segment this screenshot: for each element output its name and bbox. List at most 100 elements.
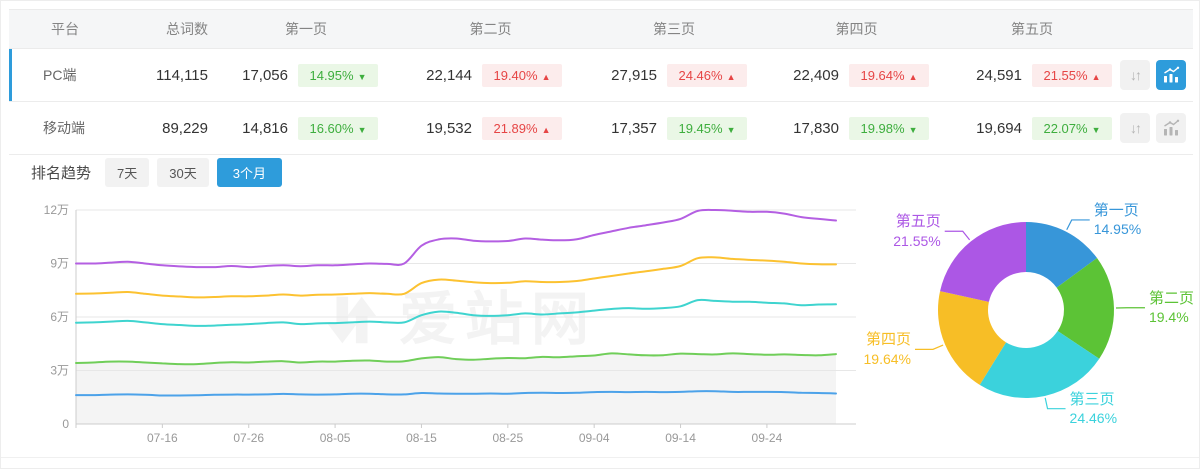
y-axis-label: 12万 <box>44 203 69 217</box>
table-row-mobile[interactable]: 移动端 89,229 14,816 16.60% 19,532 21.89% 1… <box>9 102 1193 155</box>
tab-3-months[interactable]: 3个月 <box>216 157 282 187</box>
donut-label-percent: 19.4% <box>1148 309 1189 326</box>
y-axis-label: 9万 <box>50 257 69 271</box>
change-percent: 16.60% <box>309 120 354 136</box>
col-header-page-2: 第二页 <box>469 21 512 37</box>
change-percent: 19.45% <box>678 120 723 136</box>
change-percent: 24.46% <box>678 67 723 83</box>
change-badge: 19.40% <box>482 63 562 87</box>
donut-slice-3[interactable] <box>979 331 1100 398</box>
label-leader-line <box>944 230 971 241</box>
page-3-cell: 27,915 24.46% <box>583 63 765 87</box>
page-5-cell: 24,591 21.55% <box>948 63 1116 87</box>
series-line-purple[interactable] <box>75 208 837 269</box>
trend-arrow-icon <box>1092 72 1101 82</box>
trend-arrow-icon <box>1092 125 1101 135</box>
series-line-blue[interactable] <box>75 390 837 397</box>
change-percent: 19.40% <box>493 67 538 83</box>
sort-button[interactable]: ↓↑ <box>1120 60 1150 90</box>
change-badge: 19.45% <box>667 116 747 140</box>
page-1-cell: 14,816 16.60% <box>214 116 398 140</box>
x-axis-label: 07-16 <box>147 431 178 445</box>
trend-arrow-icon <box>358 125 367 135</box>
donut-label-percent: 19.64% <box>863 351 911 367</box>
bottom-divider <box>1 457 1199 458</box>
change-badge: 22.07% <box>1032 116 1112 140</box>
x-axis-label: 09-04 <box>579 431 610 445</box>
area-fill <box>76 353 836 424</box>
series-line-yellow[interactable] <box>75 256 837 299</box>
sort-button[interactable]: ↓↑ <box>1120 113 1150 143</box>
change-percent: 19.64% <box>860 67 905 83</box>
platform-label: 移动端 <box>43 120 85 136</box>
page-count: 24,591 <box>976 66 1022 84</box>
donut-chart-canvas[interactable] <box>854 184 1199 432</box>
x-axis-label: 08-15 <box>406 431 437 445</box>
row-actions: ↓↑ <box>1116 113 1193 143</box>
donut-label-text: 第二页 <box>1148 289 1194 307</box>
page-count: 27,915 <box>611 66 657 84</box>
change-percent: 14.95% <box>309 67 354 83</box>
platform-label: PC端 <box>43 67 77 83</box>
line-chart-canvas[interactable]: 0 3万 6万 9万 12万 07-16 07-26 08-05 08-15 08-25 09-04… <box>31 194 861 452</box>
trend-line-chart[interactable]: 爱站网 0 3万 6万 9万 12万 07-16 07-26 08-05 08-15 08-25 0… <box>31 194 861 452</box>
y-axis-label: 3万 <box>50 364 69 378</box>
trend-chart-button[interactable] <box>1156 60 1186 90</box>
page-1-cell: 17,056 14.95% <box>214 63 398 87</box>
donut-slice-5[interactable] <box>940 222 1026 302</box>
x-axis-label: 07-26 <box>233 431 264 445</box>
trend-toolbar: 排名趋势 7天 30天 3个月 <box>31 157 290 187</box>
change-badge: 24.46% <box>667 63 747 87</box>
series-line-cyan[interactable] <box>75 298 837 327</box>
change-percent: 21.55% <box>1043 67 1088 83</box>
page-count: 22,144 <box>426 66 472 84</box>
change-badge: 21.55% <box>1032 63 1112 87</box>
donut-slice-1[interactable] <box>1026 222 1098 288</box>
sort-arrows-icon: ↓↑ <box>1130 120 1142 136</box>
tab-30-days[interactable]: 30天 <box>157 157 209 187</box>
sort-arrows-icon: ↓↑ <box>1130 67 1142 83</box>
donut-label-percent: 21.55% <box>893 232 941 249</box>
label-leader-line <box>1066 219 1090 231</box>
y-axis-label: 6万 <box>50 310 69 324</box>
series-line-green[interactable] <box>75 352 837 366</box>
change-percent: 21.89% <box>493 120 538 136</box>
change-badge: 14.95% <box>298 63 378 87</box>
donut-label-text: 第四页 <box>865 331 911 349</box>
donut-label-percent: 24.46% <box>1069 410 1118 427</box>
total-words-value: 114,115 <box>156 66 208 84</box>
page-count: 17,830 <box>793 119 839 137</box>
donut-slice-4[interactable] <box>938 291 1007 385</box>
table-header-row: 平台 总词数 第一页 第二页 第三页 第四页 第五页 <box>9 9 1193 49</box>
x-axis-label: 08-25 <box>492 431 523 445</box>
tab-7-days[interactable]: 7天 <box>105 157 150 187</box>
x-axis-label: 09-14 <box>665 431 696 445</box>
page-4-cell: 22,409 19.64% <box>765 63 948 87</box>
donut-label-4: 第四页 19.64% <box>864 331 911 369</box>
page-distribution-donut[interactable]: 第一页 14.95% 第二页 19.4% 第三页 24.46% 第四页 19.64% 第五页 21… <box>854 184 1199 432</box>
page-3-cell: 17,357 19.45% <box>583 116 765 140</box>
page-5-cell: 19,694 22.07% <box>948 116 1116 140</box>
page-count: 17,056 <box>242 66 288 84</box>
y-axis-label: 0 <box>62 417 69 431</box>
page-2-cell: 22,144 19.40% <box>398 63 583 87</box>
donut-label-percent: 14.95% <box>1093 221 1142 238</box>
trend-title: 排名趋势 <box>31 164 92 182</box>
trend-arrow-icon <box>727 72 736 82</box>
page-count: 22,409 <box>793 66 839 84</box>
table-row-pc[interactable]: PC端 114,115 17,056 14.95% 22,144 19.40% … <box>9 49 1193 102</box>
change-badge: 19.98% <box>849 116 929 140</box>
page-2-cell: 19,532 21.89% <box>398 116 583 140</box>
trend-chart-button[interactable] <box>1156 113 1186 143</box>
label-leader-line <box>1044 397 1066 410</box>
donut-label-3: 第三页 24.46% <box>1070 390 1117 428</box>
donut-slice-2[interactable] <box>1056 258 1114 359</box>
donut-label-1: 第一页 14.95% <box>1094 201 1141 239</box>
rank-table: 平台 总词数 第一页 第二页 第三页 第四页 第五页 PC端 114,115 1… <box>9 9 1193 155</box>
trend-arrow-icon <box>727 125 736 135</box>
row-actions: ↓↑ <box>1116 60 1193 90</box>
trend-arrow-icon <box>358 72 367 82</box>
change-badge: 21.89% <box>482 116 562 140</box>
total-words-value: 89,229 <box>162 119 208 137</box>
